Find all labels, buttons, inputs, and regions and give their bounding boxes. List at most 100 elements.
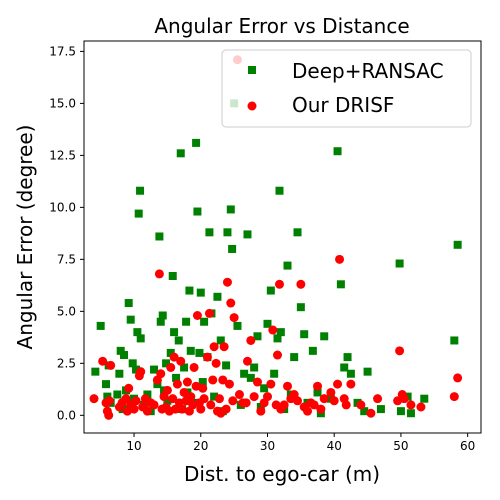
point-deep-ransac: [223, 228, 232, 237]
point-deep-ransac: [96, 321, 105, 330]
point-our-drisf: [395, 346, 405, 356]
point-deep-ransac: [166, 348, 175, 357]
point-our-drisf: [131, 396, 141, 406]
point-deep-ransac: [250, 363, 259, 372]
point-deep-ransac: [376, 405, 385, 414]
point-our-drisf: [154, 269, 164, 279]
point-our-drisf: [228, 396, 238, 406]
point-deep-ransac: [133, 328, 142, 337]
point-our-drisf: [104, 396, 114, 406]
point-deep-ransac: [453, 240, 462, 249]
point-deep-ransac: [246, 373, 255, 382]
point-our-drisf: [172, 379, 182, 389]
point-deep-ransac: [420, 394, 429, 403]
point-deep-ransac: [128, 359, 137, 368]
y-tick-label: 10.0: [49, 200, 76, 214]
point-our-drisf: [266, 379, 276, 389]
point-our-drisf: [399, 394, 409, 404]
point-our-drisf: [214, 394, 224, 404]
axis-ticks: 10 20 30 40 50 60 0.0 2.5 5.0 7.5 10.0 12.5 15.0 17.5: [49, 44, 475, 453]
point-our-drisf: [156, 369, 166, 379]
point-our-drisf: [189, 362, 199, 372]
point-our-drisf: [104, 410, 114, 420]
legend-marker-deep-ransac: [248, 66, 256, 74]
point-our-drisf: [296, 279, 306, 289]
point-our-drisf: [333, 379, 343, 389]
point-our-drisf: [329, 396, 339, 406]
point-our-drisf: [208, 375, 218, 385]
point-our-drisf: [274, 279, 284, 289]
point-our-drisf: [319, 394, 329, 404]
point-our-drisf: [373, 394, 383, 404]
point-deep-ransac: [186, 346, 195, 355]
point-deep-ransac: [124, 299, 133, 308]
point-our-drisf: [453, 373, 463, 383]
point-our-drisf: [177, 404, 187, 414]
point-deep-ransac: [185, 286, 194, 295]
point-our-drisf: [218, 375, 228, 385]
point-our-drisf: [416, 402, 426, 412]
point-deep-ransac: [174, 336, 183, 345]
point-our-drisf: [176, 356, 186, 366]
point-our-drisf: [179, 387, 189, 397]
point-our-drisf: [246, 335, 256, 345]
point-deep-ransac: [395, 259, 404, 268]
point-our-drisf: [166, 362, 176, 372]
point-deep-ransac: [290, 353, 299, 362]
point-deep-ransac: [195, 348, 204, 357]
point-our-drisf: [262, 392, 272, 402]
plot-marks: [89, 55, 463, 420]
point-our-drisf: [335, 254, 345, 264]
point-our-drisf: [316, 404, 326, 414]
point-deep-ransac: [263, 319, 272, 328]
point-our-drisf: [162, 385, 172, 395]
y-axis-label: Angular Error (degree): [13, 125, 37, 350]
plot-frame: [83, 40, 482, 434]
point-deep-ransac: [450, 336, 459, 345]
point-our-drisf: [279, 400, 289, 410]
point-deep-ransac: [155, 232, 164, 241]
point-our-drisf: [256, 406, 266, 416]
point-our-drisf: [309, 400, 319, 410]
point-our-drisf: [168, 394, 178, 404]
point-our-drisf: [98, 356, 108, 366]
point-deep-ransac: [226, 205, 235, 214]
x-tick-label: 60: [460, 439, 475, 453]
point-deep-ransac: [162, 359, 171, 368]
point-our-drisf: [221, 404, 231, 414]
point-our-drisf: [449, 392, 459, 402]
point-deep-ransac: [193, 207, 202, 216]
point-our-drisf: [272, 350, 282, 360]
x-tick-label: 20: [193, 439, 208, 453]
point-deep-ransac: [205, 228, 214, 237]
point-deep-ransac: [182, 317, 191, 326]
point-our-drisf: [252, 377, 262, 387]
point-deep-ransac: [275, 186, 284, 195]
legend-label-our-drisf: Our DRISF: [292, 93, 394, 117]
point-our-drisf: [341, 400, 351, 410]
point-our-drisf: [222, 277, 232, 287]
point-deep-ransac: [180, 363, 189, 372]
point-our-drisf: [211, 358, 221, 368]
y-tick-label: 0.0: [57, 408, 76, 422]
point-deep-ransac: [115, 369, 124, 378]
point-deep-ransac: [406, 409, 415, 418]
point-our-drisf: [209, 342, 219, 352]
point-deep-ransac: [172, 373, 181, 382]
point-deep-ransac: [333, 147, 342, 156]
point-deep-ransac: [243, 230, 252, 239]
point-our-drisf: [346, 379, 356, 389]
point-deep-ransac: [168, 271, 177, 280]
point-deep-ransac: [300, 330, 309, 339]
point-deep-ransac: [176, 149, 185, 158]
point-our-drisf: [186, 392, 196, 402]
point-deep-ransac: [283, 261, 292, 270]
point-deep-ransac: [150, 365, 159, 374]
point-deep-ransac: [170, 328, 179, 337]
legend-label-deep-ransac: Deep+RANSAC: [292, 59, 444, 83]
legend-box: [221, 49, 472, 128]
point-deep-ransac: [136, 186, 145, 195]
point-deep-ransac: [113, 390, 122, 399]
y-tick-label: 5.0: [57, 304, 76, 318]
point-our-drisf: [196, 404, 206, 414]
